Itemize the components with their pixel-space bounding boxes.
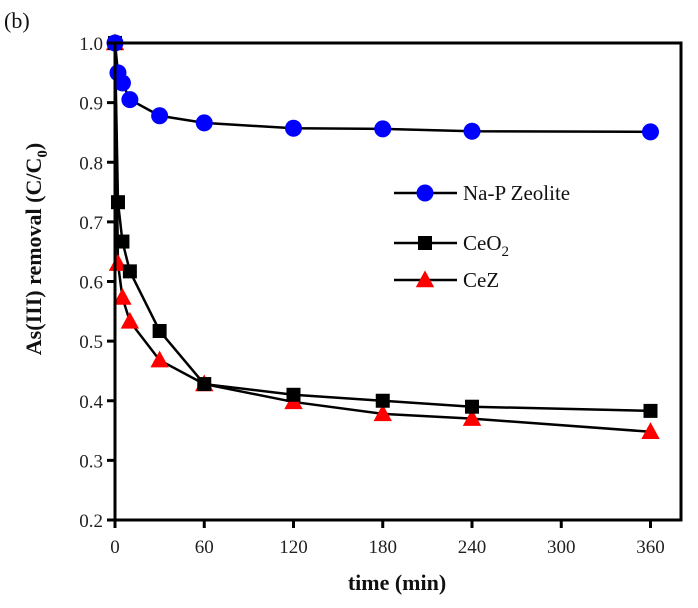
legend-item: CeZ [394,268,499,292]
legend-label: CeO2 [463,231,509,260]
data-point [115,234,130,249]
x-tick-label: 120 [279,537,308,558]
data-point [373,404,392,422]
data-point [463,122,481,140]
series-na-p-zeolite [106,34,659,141]
legend-item: CeO2 [394,231,509,260]
legend-marker [416,184,434,202]
y-tick-label: 0.2 [79,511,103,532]
series-ceo2 [108,36,658,418]
data-point [113,287,132,305]
data-point [110,195,125,210]
x-tick-label: 240 [458,537,487,558]
data-point [285,119,302,137]
y-axis: 0.2 0.3 0.4 0.5 0.6 0.7 0.8 0.9 1.0 [79,34,115,532]
legend-label: Na-P Zeolite [463,181,570,205]
panel-label: (b) [4,8,30,33]
legend: Na-P Zeolite CeO2 CeZ [394,181,570,292]
data-point [465,399,479,414]
y-tick-label: 0.4 [79,392,103,413]
series-layer [105,33,660,439]
y-tick-label: 0.7 [79,213,103,234]
x-tick-label: 0 [110,537,120,558]
data-point [151,107,169,125]
x-tick-label: 60 [195,537,214,558]
x-axis: 0 60 120 180 240 300 360 [110,520,665,558]
x-tick-label: 360 [636,537,665,558]
series-cez [105,33,660,439]
data-point [286,387,301,402]
data-point [150,350,169,368]
data-point [122,264,137,279]
x-tick-label: 180 [369,537,398,558]
data-point [113,74,131,92]
data-point [642,123,659,141]
data-point [152,323,167,338]
y-axis-title-sub: 0 [35,150,51,158]
legend-marker [415,270,435,288]
data-point [462,409,482,426]
x-axis-title: time (min) [348,570,446,595]
data-point [643,403,658,418]
data-point [195,114,213,132]
data-point [197,377,212,392]
data-point [375,393,390,408]
data-point [121,91,139,109]
legend-label: CeZ [463,268,499,292]
data-point [641,422,660,439]
series-line [113,42,651,413]
y-tick-label: 0.3 [79,451,103,472]
plot-frame [113,41,683,522]
y-tick-label: 0.9 [79,94,103,115]
y-tick-label: 0.8 [79,153,103,174]
y-axis-title-main: As(III) removal (C/C [21,158,46,356]
y-tick-label: 0.6 [79,273,103,294]
legend-marker [418,236,432,250]
series-line [113,42,651,134]
series-line [113,42,651,434]
y-axis-title: As(III) removal (C/C0) [21,143,51,355]
y-tick-label: 0.5 [79,332,103,353]
data-point [374,120,392,138]
data-point [120,311,140,329]
x-tick-label: 300 [547,537,576,558]
y-tick-label: 1.0 [79,34,103,55]
data-point [108,254,128,271]
legend-item: Na-P Zeolite [394,181,570,205]
y-axis-title-close: ) [21,143,46,150]
